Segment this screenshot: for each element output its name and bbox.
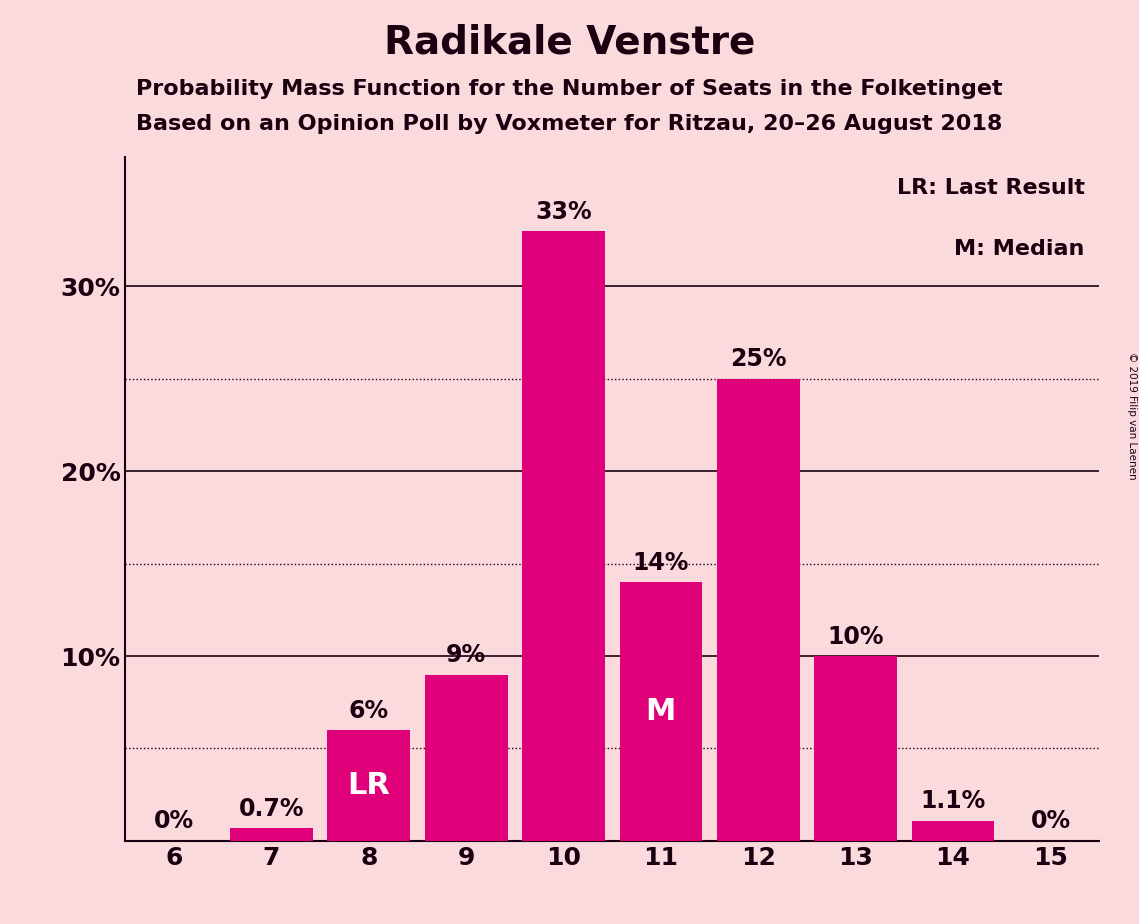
Bar: [620, 582, 703, 841]
Bar: [230, 828, 313, 841]
Text: LR: LR: [347, 771, 391, 800]
Text: 33%: 33%: [535, 200, 592, 224]
Text: Based on an Opinion Poll by Voxmeter for Ritzau, 20–26 August 2018: Based on an Opinion Poll by Voxmeter for…: [137, 114, 1002, 134]
Text: M: M: [646, 697, 677, 726]
Text: M: Median: M: Median: [954, 239, 1084, 259]
Bar: [716, 379, 800, 841]
Text: Radikale Venstre: Radikale Venstre: [384, 23, 755, 61]
Text: 14%: 14%: [633, 551, 689, 575]
Text: 25%: 25%: [730, 347, 787, 371]
Text: 0%: 0%: [1031, 809, 1071, 833]
Text: 6%: 6%: [349, 699, 388, 723]
Text: LR: Last Result: LR: Last Result: [896, 177, 1084, 198]
Bar: [327, 730, 410, 841]
Text: © 2019 Filip van Laenen: © 2019 Filip van Laenen: [1126, 352, 1137, 480]
Text: 9%: 9%: [446, 643, 486, 667]
Text: Probability Mass Function for the Number of Seats in the Folketinget: Probability Mass Function for the Number…: [137, 79, 1002, 99]
Bar: [522, 231, 605, 841]
Bar: [425, 675, 508, 841]
Text: 0%: 0%: [154, 809, 194, 833]
Text: 1.1%: 1.1%: [920, 789, 985, 813]
Bar: [911, 821, 994, 841]
Bar: [814, 656, 898, 841]
Text: 0.7%: 0.7%: [238, 796, 304, 821]
Text: 10%: 10%: [827, 625, 884, 649]
